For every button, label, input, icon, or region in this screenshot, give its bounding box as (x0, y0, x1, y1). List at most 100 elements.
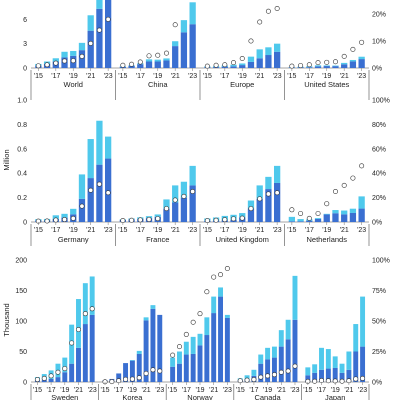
x-tick-label: '15 (303, 387, 312, 394)
share-marker (257, 19, 263, 25)
x-tick-label: '21 (277, 387, 286, 394)
phev-bar (256, 185, 263, 199)
phev-bar (278, 330, 284, 347)
share-marker (211, 274, 217, 280)
bev-bar (123, 363, 129, 382)
bev-bar (360, 346, 366, 382)
bev-bar (314, 66, 322, 68)
left-tick-label: 0.6 (17, 146, 27, 153)
phev-bar (323, 65, 330, 67)
x-tick-label: '15 (236, 387, 245, 394)
x-tick-label: '19 (322, 73, 331, 80)
bev-bar (325, 368, 331, 382)
share-marker (315, 60, 321, 66)
bev-bar (265, 55, 272, 68)
unit-label-thousand: Thousand (2, 303, 11, 336)
x-tick-label: '23 (188, 73, 197, 80)
share-marker (181, 193, 187, 199)
share-marker (88, 187, 94, 193)
left-tick-label: 200 (15, 258, 27, 265)
x-tick-label: '21 (86, 73, 95, 80)
x-tick-label: '17 (317, 387, 326, 394)
x-tick-label: '19 (238, 227, 247, 234)
bev-bar (278, 346, 284, 382)
share-marker (204, 289, 210, 295)
phev-bar (239, 213, 246, 218)
group-france: '15 '17 '19 '21 '23 France (115, 165, 197, 246)
phev-bar (341, 210, 348, 215)
bev-bar (189, 185, 196, 222)
right-tick-label: 10% (372, 38, 386, 45)
phev-bar (258, 354, 264, 364)
share-marker (341, 182, 347, 188)
x-tick-label: '23 (273, 73, 282, 80)
share-marker (190, 189, 196, 195)
phev-bar (358, 196, 365, 209)
bev-bar (137, 64, 144, 68)
phev-bar (273, 165, 281, 183)
share-marker (120, 62, 126, 68)
share-marker (213, 217, 219, 223)
share-marker (172, 197, 178, 203)
bev-bar (170, 366, 176, 382)
share-marker (150, 367, 156, 373)
bev-bar (339, 372, 345, 382)
bev-bar (136, 353, 142, 382)
phev-bar (218, 287, 223, 297)
share-marker (41, 375, 47, 381)
phev-bar (89, 276, 95, 315)
x-tick-label: '17 (220, 73, 229, 80)
phev-bar (230, 64, 237, 67)
bev-bar (96, 164, 103, 222)
group-label: China (148, 80, 168, 89)
share-marker (137, 217, 143, 223)
share-marker (79, 53, 85, 59)
x-tick-label: '21 (340, 227, 349, 234)
share-marker (129, 61, 135, 67)
bev-bar (312, 372, 318, 382)
phev-bar (360, 296, 366, 347)
right-tick-label: 25% (372, 349, 386, 356)
right-tick-label: 0% (372, 380, 382, 387)
phev-bar (190, 336, 196, 354)
phev-bar (78, 42, 86, 51)
bev-bar (150, 308, 156, 382)
right-tick-label: 40% (372, 171, 386, 178)
bev-bar (288, 221, 296, 222)
share-marker (105, 16, 111, 22)
x-tick-label: '17 (51, 73, 60, 80)
x-tick-label: '23 (357, 73, 366, 80)
share-marker (298, 63, 304, 69)
x-tick-label: '15 (203, 73, 212, 80)
share-marker (306, 215, 312, 221)
phev-bar (292, 275, 298, 320)
x-tick-label: '17 (51, 227, 60, 234)
share-marker (332, 59, 338, 65)
phev-bar (61, 213, 68, 218)
x-tick-label: '17 (249, 387, 258, 394)
phev-bar (183, 341, 189, 355)
share-marker (251, 377, 257, 383)
phev-bar (189, 2, 196, 25)
phev-bar (82, 283, 88, 325)
bev-bar (55, 377, 61, 382)
x-tick-label: '21 (86, 227, 95, 234)
bev-bar (319, 369, 324, 382)
right-tick-label: 80% (372, 122, 386, 129)
share-marker (155, 52, 161, 58)
share-marker (96, 27, 102, 33)
share-marker (339, 378, 345, 384)
x-tick-label: '23 (155, 387, 164, 394)
share-marker (62, 217, 68, 223)
phev-bar (170, 357, 176, 367)
bev-bar (87, 30, 94, 68)
x-tick-label: '23 (290, 387, 299, 394)
bev-bar (247, 208, 255, 222)
share-marker (239, 215, 245, 221)
share-marker (231, 216, 237, 222)
share-marker (222, 217, 228, 223)
phev-bar (239, 63, 246, 66)
group-label: Sweden (51, 393, 78, 400)
x-tick-label: '23 (104, 227, 113, 234)
left-tick-label: 50 (19, 349, 27, 356)
